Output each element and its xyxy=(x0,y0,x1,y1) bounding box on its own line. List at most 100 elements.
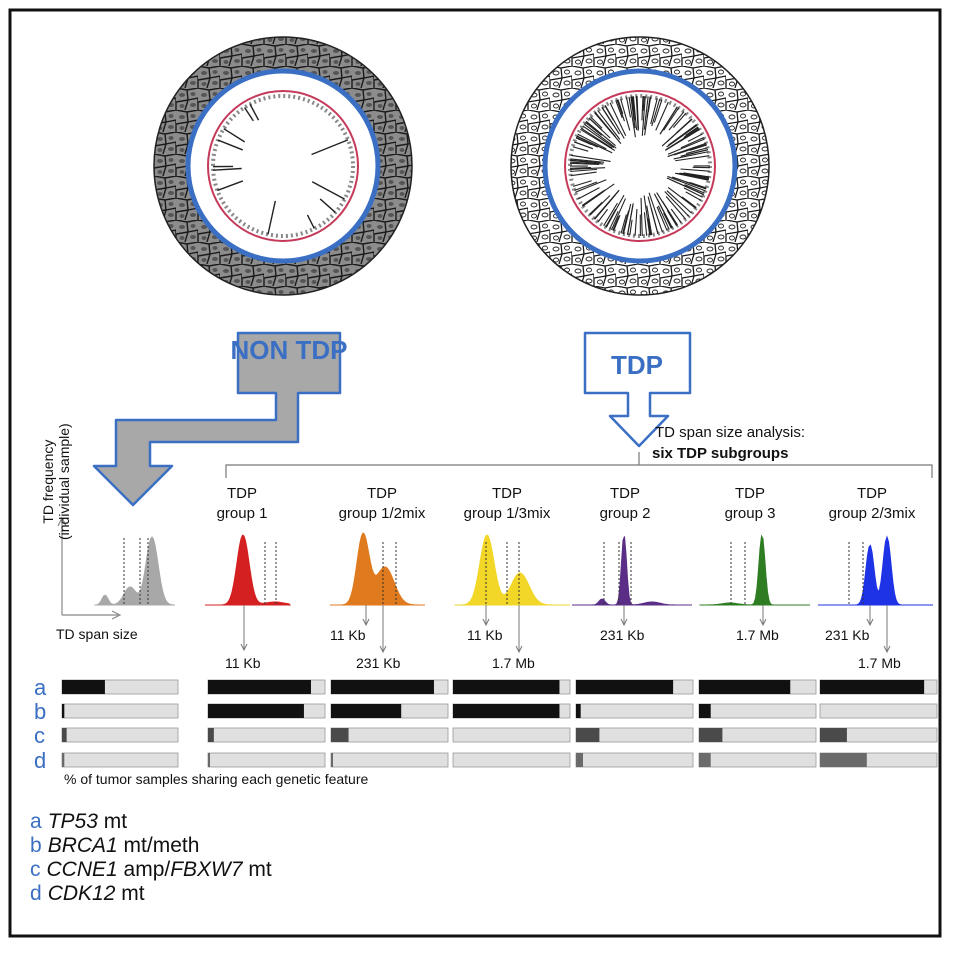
circos-chord xyxy=(570,167,606,170)
circos-chord xyxy=(609,211,619,230)
circos-chord xyxy=(597,109,621,140)
non-tdp-label: NON TDP xyxy=(230,335,348,365)
g1-size-11kb: 11 Kb xyxy=(225,655,261,671)
circos-chord xyxy=(588,117,603,131)
bar-bg-group3-1 xyxy=(698,703,817,719)
bar-fill-group23mix-0 xyxy=(820,680,925,694)
circos-chord xyxy=(685,191,702,201)
legend-gene-c: CCNE1 xyxy=(46,858,118,881)
circos-chord xyxy=(629,219,633,236)
group-3-header: TDP group 3 xyxy=(725,484,776,524)
group-1-header: TDP group 1 xyxy=(217,484,268,524)
group-13mix-line1: TDP xyxy=(492,485,522,502)
circos-chord xyxy=(267,200,277,235)
group-2-line1: TDP xyxy=(610,485,640,502)
legend-item-d: d CDK12 mt xyxy=(30,882,145,906)
circos-chord xyxy=(643,195,651,236)
circos-chord xyxy=(643,212,648,236)
circos-chord xyxy=(672,112,687,128)
circos-chord xyxy=(682,172,710,178)
circos-chord xyxy=(610,198,627,231)
bar-bg-group2-3 xyxy=(575,752,694,768)
circos-chord xyxy=(572,146,589,152)
circos-chord xyxy=(583,123,617,149)
group-12mix-distribution xyxy=(330,532,426,606)
circos-chord xyxy=(641,96,646,136)
g23-size-231kb: 231 Kb xyxy=(825,627,870,643)
size-arrowhead xyxy=(240,643,248,652)
group-1-line2: group 1 xyxy=(216,505,268,522)
circos-chord xyxy=(622,210,630,234)
circos-chord xyxy=(570,162,600,165)
subgroups-bracket xyxy=(225,452,933,478)
circos-chord xyxy=(646,205,653,236)
bar-bg-group12mix-3 xyxy=(330,752,449,768)
bar-fill-nontdp-2 xyxy=(62,728,67,742)
circos-chord xyxy=(653,99,663,123)
group-1-line1: TDP xyxy=(227,485,257,502)
circos-chord xyxy=(685,181,707,190)
circos-chord xyxy=(582,125,615,149)
circos-chord xyxy=(680,149,709,157)
circos-chord xyxy=(306,214,315,229)
bar-fill-group13mix-0 xyxy=(453,680,560,694)
tdp-label: TDP xyxy=(611,350,663,380)
tdp-cell-ring xyxy=(510,36,770,296)
bar-fill-group23mix-3 xyxy=(820,753,867,767)
circos-chord xyxy=(655,101,669,131)
circos-chord xyxy=(605,209,617,228)
row-letter-a: a xyxy=(34,675,47,700)
bar-fill-group12mix-0 xyxy=(331,680,434,694)
circos-chord xyxy=(671,179,705,196)
bar-fill-group12mix-2 xyxy=(331,728,349,742)
size-arrowhead xyxy=(620,618,628,627)
group-23mix-line1: TDP xyxy=(857,485,887,502)
group-3-distribution xyxy=(699,534,810,606)
group-2-header: TDP group 2 xyxy=(600,484,651,524)
size-arrowhead xyxy=(883,645,891,654)
circos-chord xyxy=(666,190,692,214)
bar-fill-nontdp-3 xyxy=(62,753,65,767)
circos-chord xyxy=(597,208,609,223)
circos-chord xyxy=(615,100,623,118)
legend-item-c: c CCNE1 amp/FBXW7 mt xyxy=(30,858,272,882)
circos-chord xyxy=(646,96,651,118)
circos-chord xyxy=(663,107,680,131)
bar-fill-group12mix-1 xyxy=(331,704,402,718)
circos-chord xyxy=(570,154,611,163)
circos-chord xyxy=(685,147,708,155)
legend-letter-a: a xyxy=(30,810,42,833)
group-3-line2: group 3 xyxy=(724,505,776,522)
non-tdp-arrow xyxy=(92,331,342,507)
circos-chord xyxy=(680,137,705,149)
g12-size-231kb: 231 Kb xyxy=(356,655,401,671)
size-arrowhead xyxy=(866,618,874,627)
circos-chord xyxy=(657,205,670,230)
circos-chord xyxy=(580,128,616,151)
circos-chord xyxy=(594,189,620,220)
group-23mix-header: TDP group 2/3mix xyxy=(829,484,916,524)
non-tdp-distribution xyxy=(94,536,176,606)
circos-chord xyxy=(570,159,593,163)
circos-chord xyxy=(570,171,597,177)
circos-chord xyxy=(577,133,607,150)
legend-gene2-c: FBXW7 xyxy=(170,858,243,881)
circos-chord xyxy=(620,214,627,234)
circos-chord xyxy=(613,214,621,232)
circos-chord xyxy=(642,96,645,111)
circos-chord xyxy=(689,144,707,151)
circos-chord xyxy=(589,201,603,215)
bar-bg-group3-3 xyxy=(698,752,817,768)
circos-chord xyxy=(612,216,620,231)
group-12mix-header: TDP group 1/2mix xyxy=(339,484,426,524)
bar-fill-group2-0 xyxy=(576,680,674,694)
circos-chord xyxy=(634,209,638,236)
circos-chord xyxy=(625,97,632,118)
size-arrowhead xyxy=(482,618,490,627)
x-axis-label: TD span size xyxy=(56,626,138,642)
bar-fill-group13mix-1 xyxy=(453,704,560,718)
analysis-subtitle: six TDP subgroups xyxy=(652,445,789,462)
circos-chord xyxy=(576,135,613,154)
